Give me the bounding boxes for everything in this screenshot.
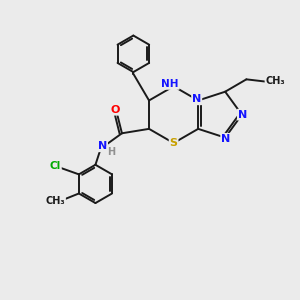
Text: N: N	[221, 134, 230, 144]
Text: Cl: Cl	[50, 161, 61, 171]
Text: H: H	[107, 146, 116, 157]
Text: N: N	[98, 141, 107, 151]
Text: CH₃: CH₃	[46, 196, 65, 206]
Text: O: O	[110, 105, 120, 115]
Text: CH₃: CH₃	[266, 76, 285, 86]
Text: S: S	[169, 138, 178, 148]
Text: NH: NH	[161, 79, 179, 89]
Text: N: N	[192, 94, 201, 104]
Text: N: N	[238, 110, 247, 120]
